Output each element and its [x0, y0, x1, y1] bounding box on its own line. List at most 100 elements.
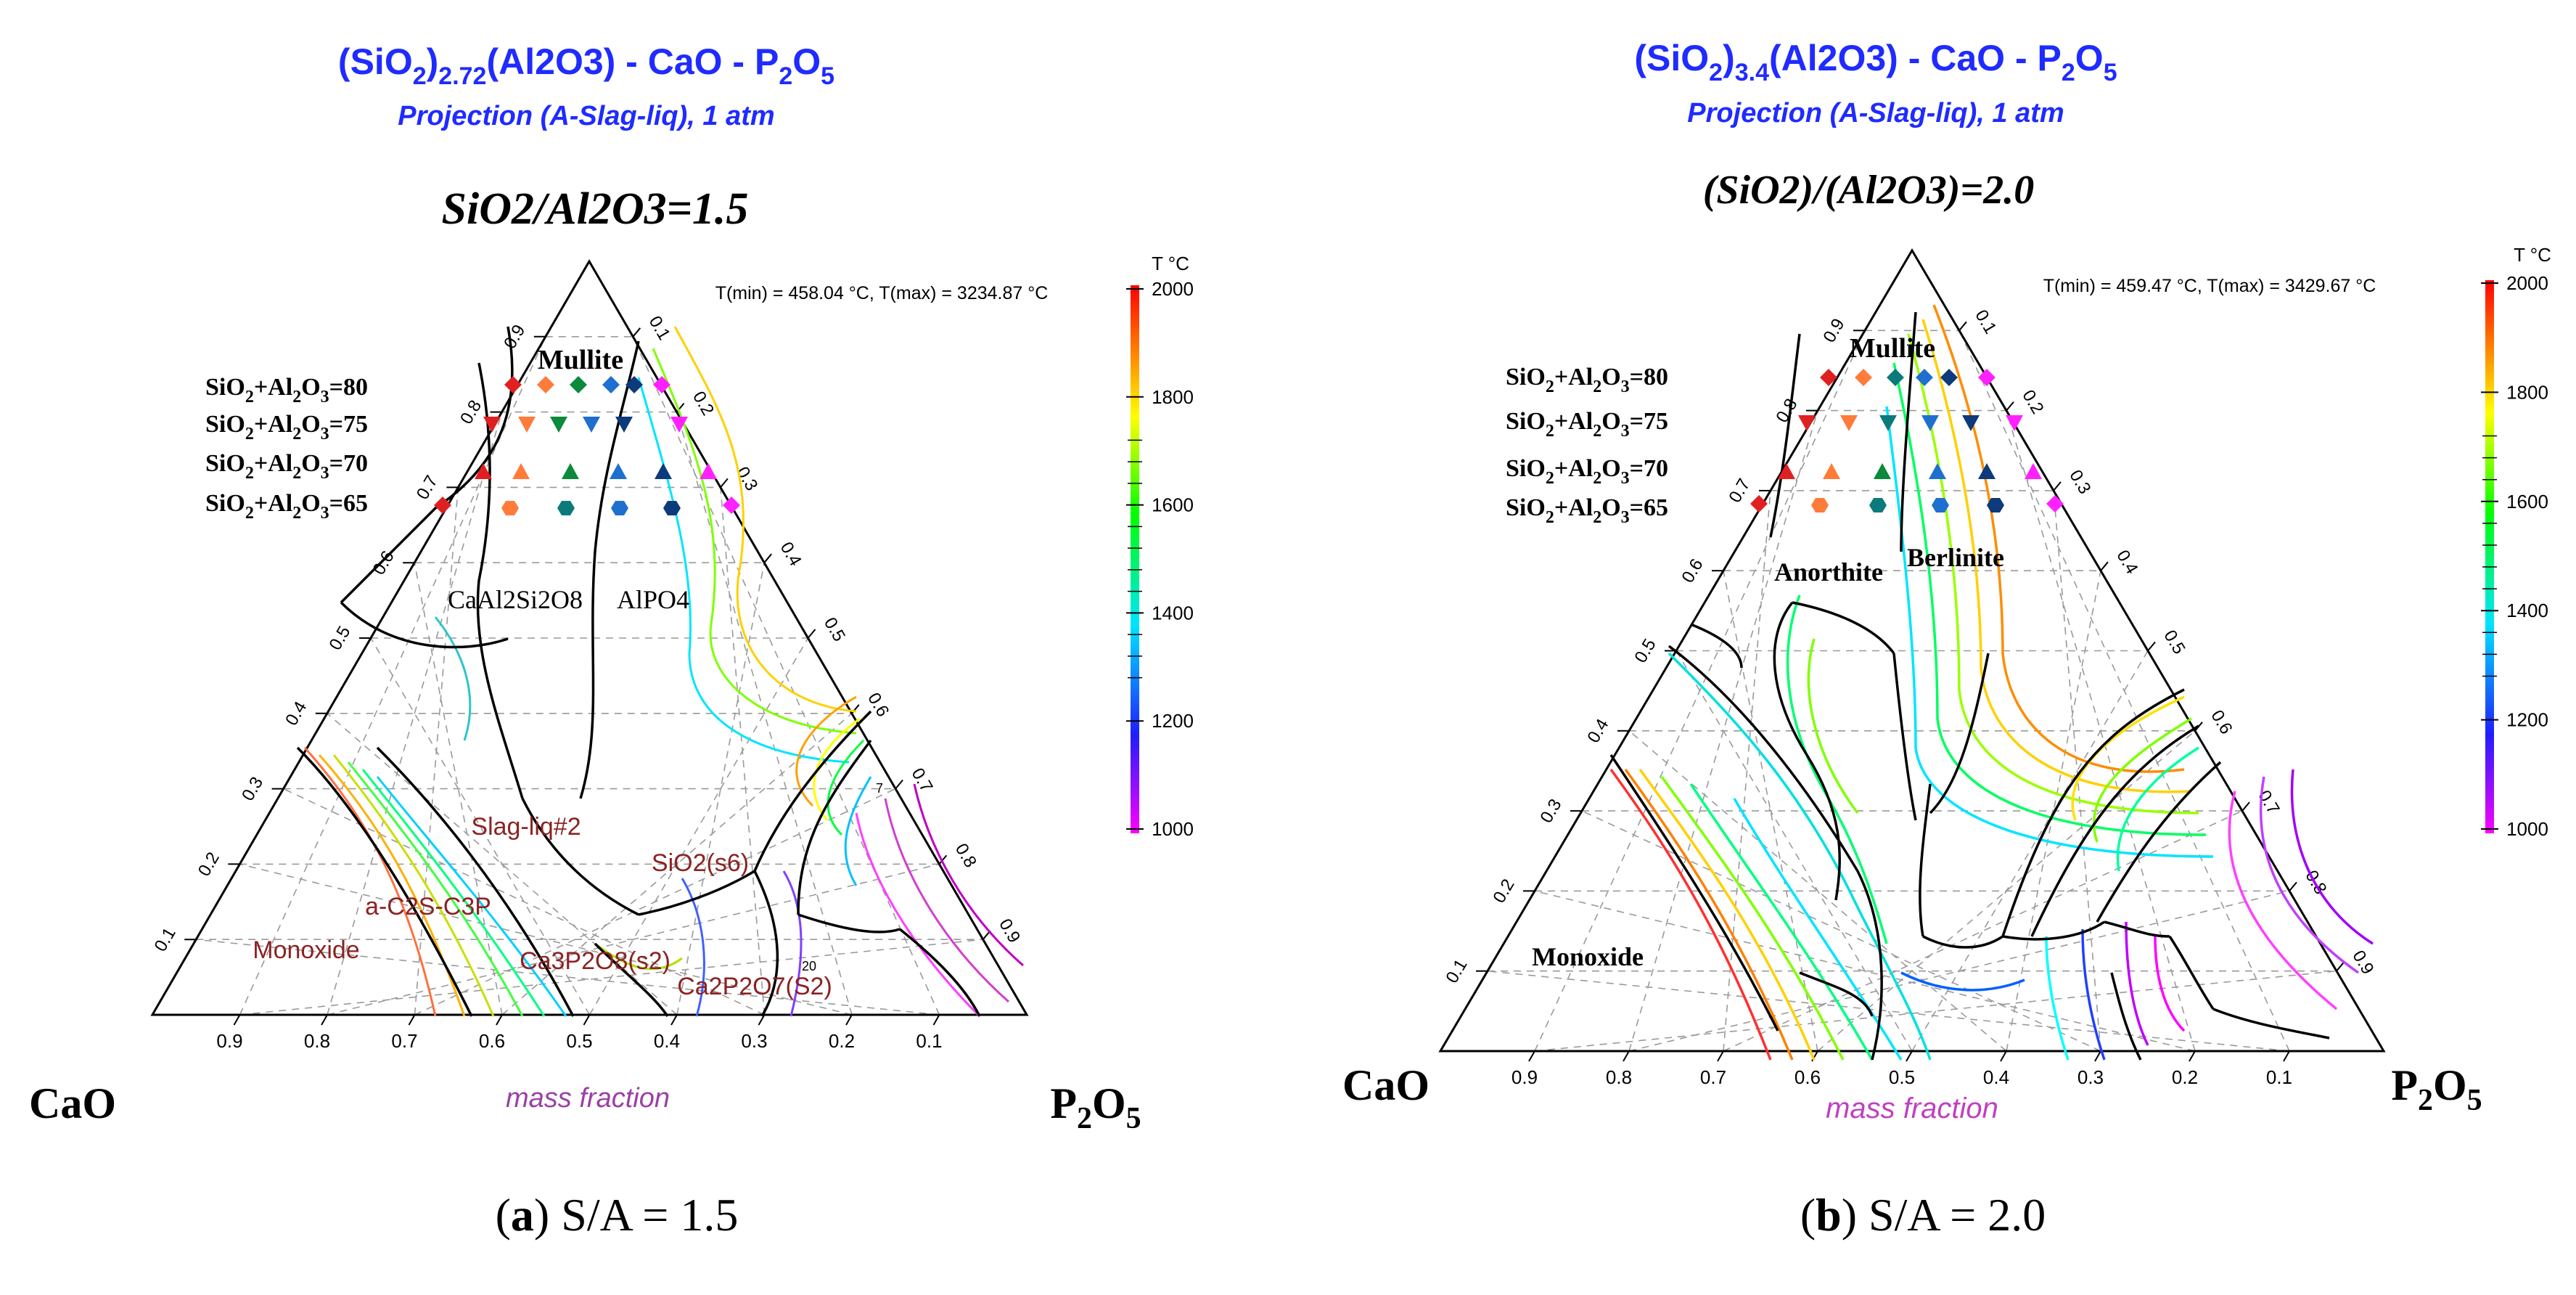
- left-tick-label: 0.1: [151, 924, 180, 955]
- panel-a-caption: (a) S/A = 1.5: [496, 1189, 739, 1241]
- axis-tick: [2289, 881, 2297, 892]
- marker-diamond: [625, 376, 643, 393]
- grid-line: [588, 637, 809, 1016]
- colorbar-tick-label: 1200: [2506, 709, 2548, 731]
- right-tick-label: 0.7: [2254, 787, 2283, 817]
- marker-hexagon: [611, 501, 628, 515]
- right-tick-label: 0.9: [2348, 947, 2377, 978]
- bottom-tick-label: 0.5: [566, 1030, 592, 1052]
- axis-tick: [938, 854, 948, 865]
- right-tick-label: 0.3: [2065, 467, 2094, 497]
- axis-tick: [2336, 962, 2345, 972]
- marker-diamond: [1855, 369, 1872, 386]
- colorbar-gradient: [1131, 285, 1139, 833]
- isotherm-curve: [1885, 406, 2214, 858]
- panel-b-tmin-tmax: T(min) = 459.47 °C, T(max) = 3429.67 °C: [2043, 276, 2376, 296]
- colorbar-gradient: [2485, 280, 2494, 833]
- phase-boundary: [2212, 1008, 2330, 1039]
- bottom-tick-label: 0.3: [741, 1030, 767, 1052]
- phase-boundary: [1792, 601, 1895, 655]
- marker-diamond: [1887, 369, 1904, 386]
- grid-line: [1581, 810, 2101, 1052]
- marker-triangle-up: [1929, 463, 1946, 479]
- isotherm-curve: [2259, 776, 2360, 974]
- grid-line: [1958, 330, 2290, 1052]
- axis-tick: [670, 1014, 678, 1026]
- grid-line: [239, 863, 853, 1016]
- marker-hexagon: [501, 501, 519, 515]
- grid-line: [676, 563, 765, 1016]
- left-tick-label: 0.9: [1819, 315, 1848, 346]
- panel-a-colorbar: T °C 2000 1800 1600 1400 1200 1000: [1126, 253, 1194, 840]
- grid-line: [2006, 571, 2101, 1052]
- isotherm-curve: [1807, 638, 1859, 814]
- marker-triangle-up: [700, 463, 717, 479]
- small-mark-20: 20: [802, 959, 816, 973]
- sum-label-80: SiO2+Al2O3=80: [205, 374, 368, 407]
- phase-boundary: [521, 798, 639, 916]
- marker-triangle-up: [655, 463, 672, 479]
- marker-diamond: [1820, 369, 1837, 386]
- left-tick-label: 0.8: [456, 397, 485, 428]
- bottom-tick-label: 0.9: [216, 1030, 242, 1052]
- right-tick-label: 0.2: [2018, 387, 2047, 417]
- sum-label-70: SiO2+Al2O3=70: [1506, 455, 1668, 488]
- marker-triangle-down: [483, 417, 501, 433]
- phase-label-c2s-c3p: a-C2S-C3P: [365, 893, 491, 920]
- phase-boundary: [638, 870, 755, 916]
- panel-a-ratio: SiO2/Al2O3=1.5: [442, 184, 749, 234]
- phase-label-monoxide: Monoxide: [253, 936, 359, 964]
- colorbar-tick-label: 1400: [1152, 602, 1194, 624]
- colorbar-tick-label: 2000: [1152, 278, 1194, 300]
- axis-tick: [1958, 321, 1967, 331]
- isotherm-curve: [1609, 768, 1772, 1061]
- right-tick-label: 0.5: [820, 614, 849, 645]
- colorbar-ticks: 2000 1800 1600 1400 1200 1000: [1126, 278, 1194, 840]
- bottom-tick-label: 0.8: [304, 1030, 330, 1052]
- panel-b-isotherms: [1609, 304, 2374, 1061]
- phase-label-anorthite: Anorthite: [1774, 557, 1883, 587]
- colorbar-tick-label: 1000: [1152, 818, 1194, 840]
- marker-triangle-up: [1778, 463, 1795, 479]
- axis-tick: [1623, 1050, 1630, 1062]
- axis-tick: [583, 1014, 591, 1026]
- phase-boundary: [797, 913, 901, 934]
- phase-boundary: [594, 942, 669, 1017]
- axis-tick: [233, 1014, 241, 1026]
- grid-line: [327, 713, 678, 1016]
- sum-label-75: SiO2+Al2O3=75: [205, 411, 368, 444]
- marker-diamond: [1978, 369, 1995, 386]
- isotherm-curve: [2116, 746, 2199, 872]
- bottom-tick-label: 0.1: [2266, 1066, 2292, 1088]
- panel-b-markers: [1750, 369, 2064, 512]
- colorbar-unit-label: T °C: [1152, 253, 1189, 274]
- marker-diamond: [1916, 369, 1933, 386]
- grid-line: [2006, 410, 2196, 1052]
- isotherm-curve: [1932, 304, 2185, 773]
- isotherm-curve: [2125, 921, 2149, 1046]
- phase-boundary: [1609, 754, 1779, 1031]
- axis-tick: [496, 1014, 503, 1026]
- marker-triangle-up: [610, 463, 627, 479]
- marker-diamond: [537, 376, 554, 393]
- axis-tick: [895, 779, 903, 790]
- isotherm-curve: [303, 747, 437, 1017]
- isotherm-curve: [826, 739, 865, 836]
- marker-triangle-up: [2025, 463, 2042, 479]
- right-tick-label: 0.2: [689, 388, 718, 419]
- isotherm-curve: [884, 798, 1009, 1003]
- colorbar-tick-label: 1800: [2506, 381, 2548, 403]
- phase-label-sio2: SiO2(s6): [652, 849, 749, 877]
- left-tick-label: 0.2: [1489, 875, 1518, 906]
- phase-boundary: [376, 746, 575, 1017]
- marker-triangle-down: [583, 417, 600, 433]
- right-tick-label: 0.1: [645, 313, 674, 343]
- bottom-tick-label: 0.1: [916, 1030, 942, 1052]
- isotherm-curve: [913, 783, 1024, 967]
- grid-line: [1723, 810, 2243, 1052]
- corner-label-cao: CaO: [1342, 1061, 1429, 1109]
- axis-tick: [2189, 1050, 2196, 1062]
- right-tick-label: 0.4: [2112, 547, 2141, 577]
- axis-tick: [763, 553, 772, 563]
